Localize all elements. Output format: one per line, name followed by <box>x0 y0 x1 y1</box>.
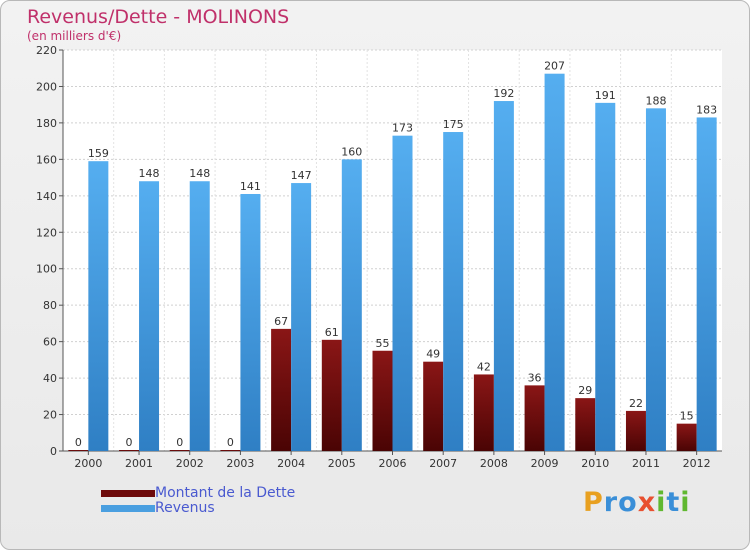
bar-debt-2000 <box>68 450 89 451</box>
y-tick-label-180: 180 <box>36 117 57 130</box>
y-tick-label-60: 60 <box>43 336 57 349</box>
y-tick-label-120: 120 <box>36 226 57 239</box>
y-tick-label-160: 160 <box>36 153 57 166</box>
value-label-revenue-2004: 147 <box>291 169 312 182</box>
x-tick-label-2005: 2005 <box>328 457 356 470</box>
bar-debt-2008 <box>473 374 494 451</box>
x-tick-label-2012: 2012 <box>683 457 711 470</box>
x-tick-label-2003: 2003 <box>226 457 254 470</box>
value-label-debt-2010: 29 <box>578 384 592 397</box>
bar-revenue-2003 <box>240 193 261 451</box>
logo-letter-2: o <box>618 487 638 518</box>
value-label-debt-2009: 36 <box>528 371 542 384</box>
value-label-revenue-2012: 183 <box>696 103 717 116</box>
logo-letter-0: P <box>583 487 604 518</box>
value-label-debt-2012: 15 <box>680 410 694 423</box>
y-tick-label-200: 200 <box>36 80 57 93</box>
bar-debt-2007 <box>423 361 444 451</box>
bar-debt-2001 <box>119 450 140 451</box>
value-label-revenue-2000: 159 <box>88 147 109 160</box>
bar-revenue-2008 <box>493 101 514 451</box>
value-label-revenue-2002: 148 <box>189 167 210 180</box>
y-tick-label-140: 140 <box>36 190 57 203</box>
value-label-debt-2005: 61 <box>325 326 339 339</box>
value-label-debt-2001: 0 <box>126 436 133 449</box>
legend-swatch-revenue <box>101 505 155 512</box>
y-tick-label-40: 40 <box>43 372 57 385</box>
value-label-debt-2002: 0 <box>176 436 183 449</box>
proxiti-logo: Proxiti <box>583 487 691 518</box>
bar-revenue-2002 <box>189 181 210 451</box>
bar-revenue-2006 <box>392 135 413 451</box>
value-label-debt-2006: 55 <box>376 337 390 350</box>
x-tick-label-2010: 2010 <box>581 457 609 470</box>
value-label-revenue-2008: 192 <box>493 87 514 100</box>
value-label-revenue-2007: 175 <box>443 118 464 131</box>
bar-debt-2005 <box>321 339 342 451</box>
bar-debt-2003 <box>220 450 241 451</box>
bar-revenue-2011 <box>645 108 666 451</box>
y-tick-label-220: 220 <box>36 44 57 57</box>
bar-debt-2012 <box>676 423 697 451</box>
bar-revenue-2007 <box>443 132 464 452</box>
x-tick-label-2002: 2002 <box>176 457 204 470</box>
logo-letter-5: t <box>666 487 681 518</box>
bar-debt-2004 <box>271 328 292 451</box>
value-label-revenue-2003: 141 <box>240 180 261 193</box>
bar-debt-2011 <box>625 410 646 451</box>
logo-letter-6: i <box>680 487 691 518</box>
value-label-revenue-2009: 207 <box>544 60 565 73</box>
logo-letter-1: r <box>603 487 619 518</box>
value-label-revenue-2010: 191 <box>595 89 616 102</box>
bar-debt-2009 <box>524 385 545 451</box>
value-label-revenue-2001: 148 <box>139 167 160 180</box>
bar-revenue-2005 <box>341 159 362 451</box>
bar-revenue-2001 <box>139 181 160 451</box>
value-label-debt-2003: 0 <box>227 436 234 449</box>
chart-title: Revenus/Dette - MOLINONS <box>27 6 290 28</box>
bar-revenue-2009 <box>544 73 565 451</box>
legend-label-revenue: Revenus <box>155 500 215 516</box>
x-tick-label-2009: 2009 <box>531 457 559 470</box>
bar-revenue-2010 <box>595 102 616 451</box>
bar-debt-2010 <box>575 398 596 451</box>
y-tick-label-20: 20 <box>43 409 57 422</box>
logo-letter-3: x <box>637 487 657 518</box>
x-tick-label-2011: 2011 <box>632 457 660 470</box>
bar-debt-2006 <box>372 350 393 451</box>
x-tick-label-2004: 2004 <box>277 457 305 470</box>
y-tick-label-100: 100 <box>36 263 57 276</box>
value-label-revenue-2006: 173 <box>392 122 413 135</box>
value-label-debt-2011: 22 <box>629 397 643 410</box>
chart-subtitle: (en milliers d'€) <box>27 29 122 43</box>
x-tick-label-2008: 2008 <box>480 457 508 470</box>
legend-label-debt: Montant de la Dette <box>155 485 296 501</box>
value-label-debt-2008: 42 <box>477 360 491 373</box>
bar-revenue-2000 <box>88 161 109 451</box>
x-tick-label-2001: 2001 <box>125 457 153 470</box>
legend-swatch-debt <box>101 490 155 497</box>
value-label-debt-2007: 49 <box>426 348 440 361</box>
y-tick-label-0: 0 <box>50 445 57 458</box>
bar-debt-2002 <box>169 450 190 451</box>
bar-revenue-2004 <box>291 183 312 452</box>
x-tick-label-2000: 2000 <box>74 457 102 470</box>
bar-revenue-2012 <box>696 117 717 451</box>
logo-letter-4: i <box>656 487 667 518</box>
y-tick-label-80: 80 <box>43 299 57 312</box>
x-tick-label-2007: 2007 <box>429 457 457 470</box>
value-label-revenue-2005: 160 <box>341 145 362 158</box>
x-tick-label-2006: 2006 <box>379 457 407 470</box>
value-label-debt-2000: 0 <box>75 436 82 449</box>
value-label-debt-2004: 67 <box>274 315 288 328</box>
value-label-revenue-2011: 188 <box>645 94 666 107</box>
